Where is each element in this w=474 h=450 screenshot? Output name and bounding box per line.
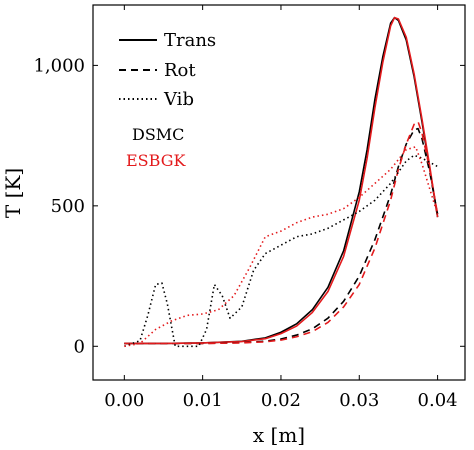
legend-label-rot: Rot [164,60,196,81]
method-label-dsmc: DSMC [132,125,184,144]
series-dsmc-rot [124,127,439,345]
x-axis-label: x [m] [253,423,305,447]
y-axis-label: T [K] [1,168,25,218]
y-tick-label: 500 [51,196,85,217]
x-tick-label: 0.04 [418,390,458,411]
series-dsmc-vib [124,154,438,348]
legend: Trans Rot Vib [119,30,216,110]
y-axis-ticks: 0 500 1,000 [33,55,465,357]
method-label-esbgk: ESBGK [126,151,186,170]
x-tick-label: 0.01 [183,390,223,411]
plot-frame [92,4,466,381]
series-esbgk-rot [124,120,439,345]
x-axis-ticks: 0.00 0.01 0.02 0.03 0.04 [104,5,458,411]
legend-label-vib: Vib [163,89,194,110]
legend-label-trans: Trans [164,30,216,51]
x-tick-label: 0.00 [104,390,144,411]
series-esbgk-trans [124,16,439,345]
x-tick-label: 0.02 [261,390,301,411]
x-tick-label: 0.03 [339,390,379,411]
y-tick-label: 0 [74,336,85,357]
series-layer [124,16,439,348]
series-esbgk-vib [124,146,439,348]
y-tick-label: 1,000 [33,55,85,76]
